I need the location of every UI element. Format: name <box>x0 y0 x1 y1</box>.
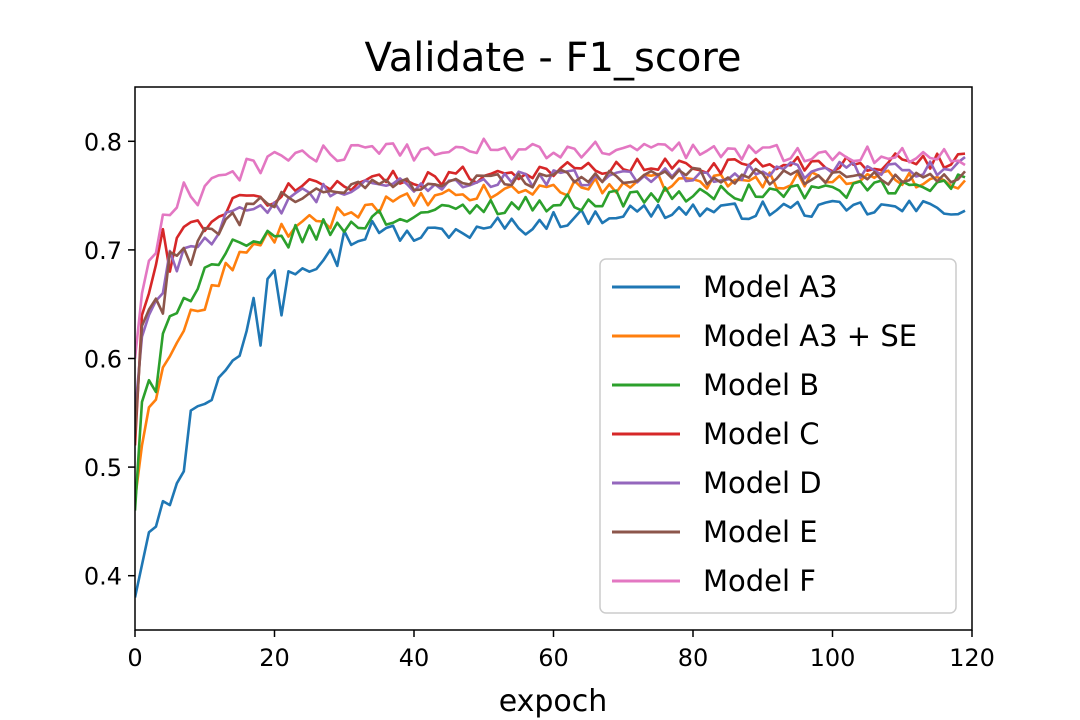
y-tick-label: 0.6 <box>84 346 122 374</box>
y-tick-label: 0.5 <box>84 454 122 482</box>
series-line-7 <box>135 137 966 359</box>
series-line-5 <box>135 156 966 413</box>
series-layer <box>135 137 967 598</box>
y-tick-label: 0.4 <box>84 563 122 591</box>
legend-label: Model E <box>703 515 818 549</box>
y-tick-label: 0.7 <box>84 237 122 265</box>
chart-title: Validate - F1_score <box>365 35 742 81</box>
x-tick-label: 100 <box>810 644 856 672</box>
legend-label: Model D <box>703 466 822 500</box>
legend: Model A3 Model A3 + SE Model B Model C Model… <box>599 258 957 614</box>
series-line-6 <box>135 166 966 435</box>
x-tick-label: 20 <box>259 644 290 672</box>
legend-label: Model B <box>703 368 819 402</box>
legend-label: Model A3 <box>703 270 838 304</box>
y-axis: 0.4 0.5 0.6 0.7 0.8 <box>84 128 135 591</box>
y-tick-label: 0.8 <box>84 128 122 156</box>
x-tick-label: 0 <box>127 644 142 672</box>
x-axis-label: expoch <box>499 684 608 719</box>
x-tick-label: 80 <box>678 644 709 672</box>
legend-label: Model A3 + SE <box>703 319 917 353</box>
series-line-3 <box>135 173 966 511</box>
x-tick-label: 120 <box>949 644 995 672</box>
x-tick-label: 60 <box>538 644 569 672</box>
series-line-1 <box>135 199 966 598</box>
x-axis: 0 20 40 60 80 100 120 <box>127 630 995 672</box>
x-tick-label: 40 <box>399 644 430 672</box>
legend-box <box>599 258 957 614</box>
legend-label: Model F <box>703 564 816 598</box>
legend-label: Model C <box>703 417 820 451</box>
